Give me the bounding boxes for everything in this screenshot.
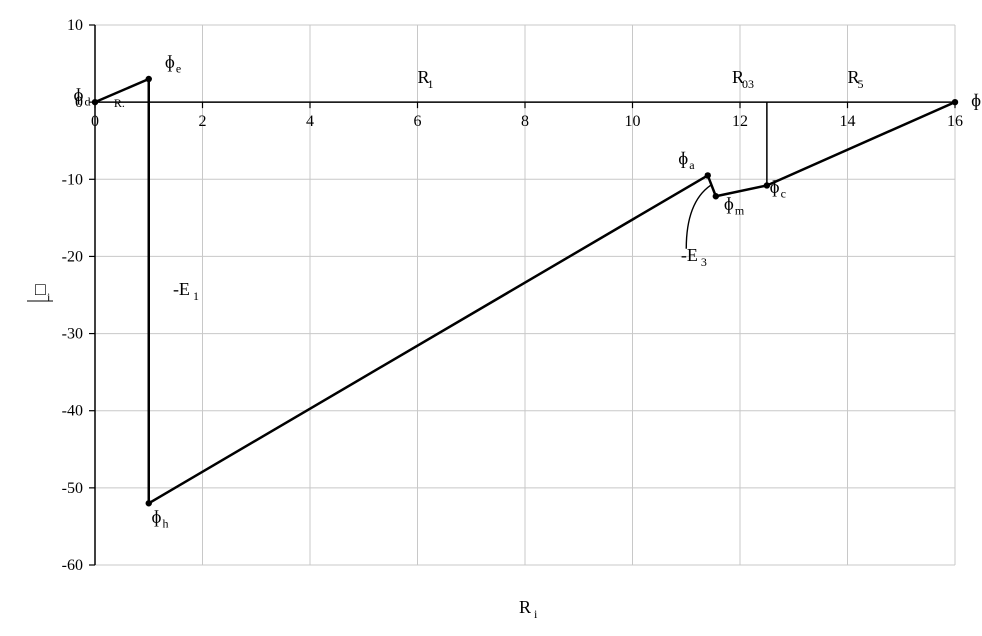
y-tick-label: -20 <box>62 248 83 265</box>
y-tick-label: -50 <box>62 480 83 497</box>
y-tick-label: -40 <box>62 403 83 420</box>
svg-text:□: □ <box>35 279 46 299</box>
potential-diagram-chart: 0246810121416100-10-20-30-40-50-60□iRiɸd… <box>0 0 982 636</box>
svg-text:-E: -E <box>173 279 190 299</box>
x-tick-label: 4 <box>306 113 314 130</box>
data-marker <box>705 172 711 178</box>
x-tick-label: 0 <box>91 113 99 130</box>
svg-text:ɸ: ɸ <box>165 51 175 71</box>
svg-text:ɸ: ɸ <box>678 148 688 168</box>
svg-text:e: e <box>176 61 181 75</box>
svg-text:ɸ: ɸ <box>151 507 161 527</box>
svg-text:m: m <box>735 203 745 217</box>
svg-text:1: 1 <box>193 289 199 303</box>
x-tick-label: 2 <box>199 113 207 130</box>
svg-text:ɸ: ɸ <box>971 90 981 110</box>
x-tick-label: 16 <box>947 113 963 130</box>
data-marker <box>92 99 98 105</box>
x-tick-label: 14 <box>840 113 856 130</box>
svg-text:d: d <box>85 95 91 109</box>
svg-text:ɸ: ɸ <box>74 85 84 105</box>
y-tick-label: -30 <box>62 326 83 343</box>
svg-text:R.: R. <box>114 96 125 110</box>
svg-text:-E: -E <box>681 245 698 265</box>
svg-text:ɸ: ɸ <box>770 176 780 196</box>
x-tick-label: 6 <box>414 113 422 130</box>
data-marker <box>146 500 152 506</box>
x-tick-label: 10 <box>625 113 641 130</box>
y-tick-label: -10 <box>62 171 83 188</box>
chart-svg: 0246810121416100-10-20-30-40-50-60□iRiɸd… <box>0 0 982 636</box>
svg-text:03: 03 <box>742 77 754 91</box>
svg-text:3: 3 <box>701 255 707 269</box>
svg-text:h: h <box>162 517 168 531</box>
data-marker <box>952 99 958 105</box>
y-tick-label: -60 <box>62 557 83 574</box>
y-tick-label: 10 <box>67 17 83 34</box>
svg-text:1: 1 <box>428 77 434 91</box>
annotation: R. <box>114 96 125 110</box>
svg-text:R: R <box>519 597 531 617</box>
svg-text:a: a <box>689 158 695 172</box>
data-marker <box>713 193 719 199</box>
svg-text:c: c <box>781 186 786 200</box>
data-marker <box>146 76 152 82</box>
x-tick-label: 8 <box>521 113 529 130</box>
x-tick-label: 12 <box>732 113 748 130</box>
svg-text:5: 5 <box>858 77 864 91</box>
svg-text:ɸ: ɸ <box>724 193 734 213</box>
chart-bg <box>0 0 982 636</box>
